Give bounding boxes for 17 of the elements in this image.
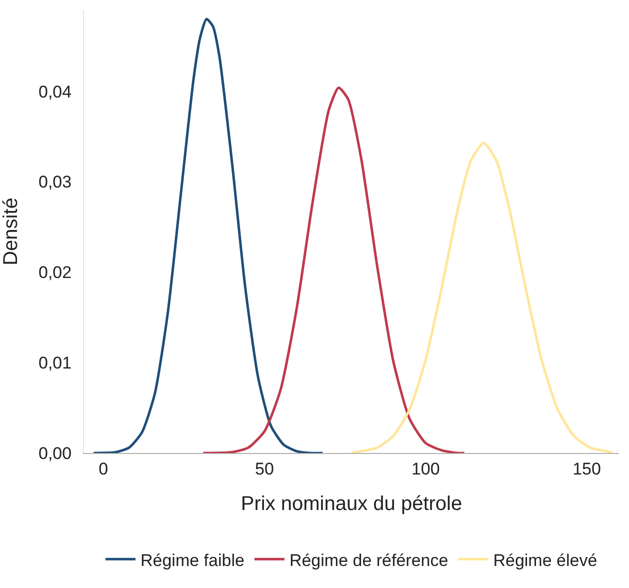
legend-label: Régime élevé	[493, 550, 598, 570]
y-tick-label: 0,03	[38, 172, 72, 192]
line-series	[350, 142, 614, 453]
y-axis-title: Densité	[0, 198, 22, 266]
line-series	[92, 18, 324, 453]
y-tick-label: 0,00	[38, 444, 72, 463]
x-tick-label: 50	[255, 459, 274, 478]
legend-label: Régime faible	[140, 550, 244, 570]
y-tick-label: 0,01	[38, 354, 72, 373]
line-series	[202, 86, 466, 453]
legend-label: Régime de référence	[289, 550, 448, 570]
y-tick-label: 0,02	[38, 263, 72, 282]
x-tick-label: 100	[411, 459, 440, 478]
x-axis-title: Prix nominaux du pétrole	[240, 492, 462, 515]
x-tick-label: 150	[572, 459, 601, 478]
y-tick-label: 0,04	[38, 82, 72, 102]
x-tick-label: 0	[98, 459, 108, 478]
